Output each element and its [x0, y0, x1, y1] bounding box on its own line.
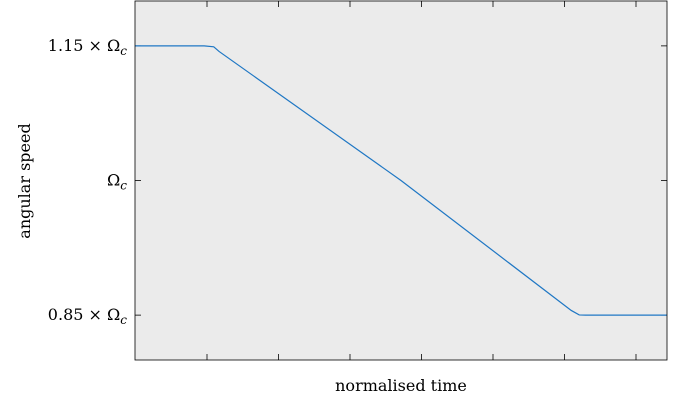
- y-tick-label: Ωc: [107, 171, 127, 193]
- series-line: [135, 45, 667, 316]
- y-tick-label: 1.15 × Ωc: [48, 36, 127, 58]
- y-ticks: 0.85 × Ωc Ωc 1.15 × Ωc: [48, 36, 667, 327]
- x-ticks: [206, 1, 637, 360]
- y-tick-label: 0.85 × Ωc: [48, 305, 127, 327]
- x-axis-label: normalised time: [335, 376, 467, 395]
- y-axis-label: angular speed: [15, 123, 34, 238]
- plot-frame: [134, 0, 668, 361]
